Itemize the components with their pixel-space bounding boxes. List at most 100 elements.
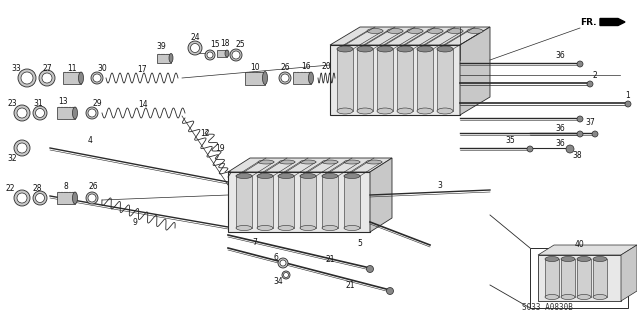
Text: 1: 1 [626,91,631,100]
Circle shape [86,107,98,119]
Ellipse shape [300,173,316,179]
Text: 10: 10 [250,62,260,71]
Ellipse shape [545,294,559,300]
Circle shape [577,131,583,137]
Text: 19: 19 [215,143,225,153]
Text: FR.: FR. [580,18,597,27]
Ellipse shape [279,160,295,164]
Ellipse shape [437,46,453,52]
Circle shape [36,108,45,117]
Ellipse shape [377,46,393,52]
Circle shape [279,72,291,84]
Text: 24: 24 [190,33,200,42]
Ellipse shape [73,192,78,204]
Bar [278,176,294,228]
Ellipse shape [377,108,393,114]
Polygon shape [460,27,490,115]
Text: 33: 33 [11,63,21,73]
Text: S033 A0830B: S033 A0830B [522,303,573,313]
Ellipse shape [357,46,373,52]
Text: 2: 2 [592,70,598,79]
Bar [417,49,433,111]
Circle shape [91,72,103,84]
Ellipse shape [366,160,382,164]
Ellipse shape [258,160,274,164]
FancyArrow shape [600,19,625,26]
Ellipse shape [437,108,453,114]
Bar [545,259,559,297]
Bar [344,176,360,228]
Circle shape [281,74,289,82]
Bar [337,49,353,111]
Ellipse shape [407,28,423,34]
Circle shape [88,194,96,202]
Ellipse shape [337,108,353,114]
Circle shape [39,70,55,86]
Ellipse shape [397,108,413,114]
Bar [397,49,413,111]
Circle shape [207,52,213,58]
Circle shape [282,271,290,279]
Bar [322,176,338,228]
Circle shape [566,145,574,153]
Text: 29: 29 [92,99,102,108]
Ellipse shape [344,173,360,179]
Bar [437,49,453,111]
Ellipse shape [545,257,559,261]
Ellipse shape [367,28,383,34]
Circle shape [17,108,27,118]
Bar [300,176,316,228]
Bar [377,49,393,111]
Text: 8: 8 [64,181,68,190]
Polygon shape [228,158,392,172]
Bar [236,176,252,228]
Circle shape [21,72,33,84]
Circle shape [577,116,583,122]
Circle shape [88,109,96,117]
Polygon shape [621,245,637,301]
Bar [293,72,311,84]
Circle shape [190,44,199,52]
Bar [593,259,607,297]
Ellipse shape [300,226,316,230]
Circle shape [283,273,289,277]
Ellipse shape [225,50,229,57]
Ellipse shape [308,72,313,84]
Circle shape [366,266,373,273]
Circle shape [86,192,98,204]
Ellipse shape [322,226,338,230]
Circle shape [36,194,45,203]
Bar [530,248,628,308]
Text: 25: 25 [235,39,245,49]
Ellipse shape [278,173,294,179]
Circle shape [18,69,36,87]
Circle shape [387,287,394,294]
Text: 3: 3 [438,180,443,189]
Circle shape [205,50,215,60]
Ellipse shape [262,71,268,84]
Ellipse shape [561,257,575,261]
Text: 26: 26 [88,181,98,190]
Ellipse shape [257,173,273,179]
Ellipse shape [73,107,78,119]
Circle shape [280,260,286,266]
Text: 17: 17 [137,65,147,74]
Text: 38: 38 [572,150,582,159]
Circle shape [14,105,30,121]
Bar [538,255,621,301]
Bar [63,72,81,84]
Text: 6: 6 [273,252,278,261]
Circle shape [42,73,52,83]
Ellipse shape [417,46,433,52]
Text: 22: 22 [5,183,15,193]
Circle shape [188,41,202,55]
Bar [330,45,460,115]
Text: 20: 20 [321,61,331,70]
Circle shape [577,61,583,67]
Text: 30: 30 [97,63,107,73]
Text: 16: 16 [301,61,311,70]
Ellipse shape [593,294,607,300]
Ellipse shape [561,294,575,300]
Circle shape [625,101,631,107]
Ellipse shape [397,46,413,52]
